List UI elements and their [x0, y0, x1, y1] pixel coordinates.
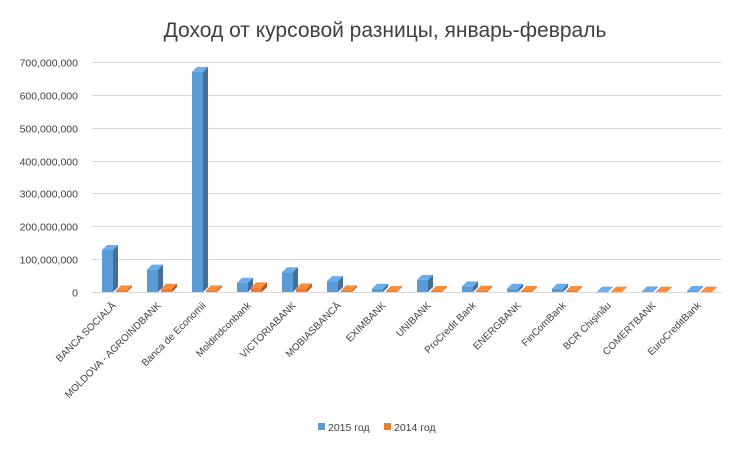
y-tick-label: 500,000,000 — [20, 124, 79, 136]
bar — [102, 244, 118, 292]
bar — [687, 286, 703, 292]
bar — [296, 283, 312, 292]
bar — [552, 283, 568, 292]
bars — [102, 66, 717, 293]
bar — [192, 66, 208, 292]
bar — [611, 286, 627, 293]
y-tick-label: 400,000,000 — [20, 157, 79, 169]
legend-swatch — [318, 423, 325, 430]
bar — [597, 286, 613, 293]
legend-item: 2014 год — [384, 422, 436, 434]
x-category-label: ENERGBANK — [471, 300, 523, 352]
bar — [656, 286, 672, 293]
bar — [476, 285, 492, 292]
bar — [386, 286, 402, 292]
bar — [701, 286, 717, 293]
bar — [327, 276, 343, 292]
y-axis-ticks: 0 100,000,000 200,000,000 300,000,000 400,00… — [20, 58, 79, 300]
bar — [206, 285, 222, 292]
legend: 2015 год 2014 год — [318, 422, 436, 434]
bar — [431, 286, 447, 292]
legend-label: 2014 год — [394, 422, 436, 434]
y-tick-label: 300,000,000 — [20, 189, 79, 201]
y-tick-label: 200,000,000 — [20, 222, 79, 234]
y-tick-label: 700,000,000 — [20, 58, 79, 70]
x-category-label: MOLDOVA - AGROINDBANK — [63, 300, 164, 401]
bar — [417, 274, 433, 292]
legend-label: 2015 год — [328, 422, 370, 434]
bar — [462, 281, 478, 292]
y-tick-label: 100,000,000 — [20, 255, 79, 267]
y-tick-label: 600,000,000 — [20, 91, 79, 103]
bar — [161, 283, 177, 292]
gridlines — [92, 62, 722, 293]
legend-item: 2015 год — [318, 422, 370, 434]
y-tick-label: 0 — [72, 288, 78, 300]
legend-swatch — [384, 423, 391, 430]
bar — [116, 285, 132, 292]
x-category-label: UNIBANK — [394, 300, 433, 339]
bar — [507, 283, 523, 292]
bar — [642, 286, 658, 292]
x-category-label: EXIMBANK — [344, 300, 389, 345]
bar — [251, 282, 267, 292]
bar — [237, 277, 253, 292]
bar — [521, 286, 537, 292]
x-category-label: FinComBank — [520, 300, 569, 349]
bar — [566, 286, 582, 292]
bar — [282, 267, 298, 292]
bar — [341, 285, 357, 292]
bar — [147, 264, 163, 292]
chart-title: Доход от курсовой разницы, январь-феврал… — [164, 19, 607, 42]
bar — [372, 283, 388, 292]
